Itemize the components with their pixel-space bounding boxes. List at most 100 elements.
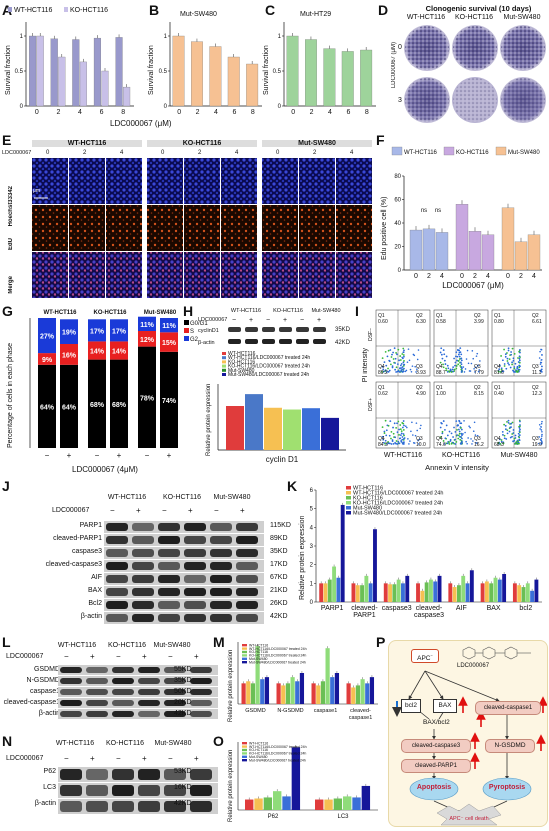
flow-event [454,355,457,358]
microscopy-tile [299,158,335,204]
flow-event [519,420,521,423]
blot-band [112,678,134,684]
e-row-merge: Merge [8,276,14,294]
flow-event [514,362,517,365]
blot-band [132,562,154,570]
survival-chart-a: 0 0.5 1 0 2 4 6 8 [15,22,134,116]
flow-event [467,437,469,439]
g-group-label: WT-HCT116 [43,310,77,316]
blot-kd: 50KD [174,688,192,695]
legend-swatch [242,748,247,752]
legend-swatch [346,491,351,495]
flow-event [444,437,447,440]
panel-label-b: B [149,2,160,18]
y-tick-label: 1 [278,34,282,40]
clono-dishes [404,25,546,123]
legend-wt-label: WT-HCT116 [14,7,52,14]
h-band-actin: β-actin [198,340,215,346]
blot-sign: − [110,506,115,515]
survival-chart-b: 0 0.5 1 0 2 4 6 8 [159,22,262,116]
blot-band [106,549,128,557]
blot-kd: 17KD [270,561,288,568]
flow-event [466,442,468,445]
blot-band-name: β-actin [80,613,102,620]
flow-event [518,361,521,364]
flow-event [472,440,474,442]
legend-label: Mut-SW480 [249,657,268,661]
flow-event [396,422,398,425]
grouped-bar [480,583,485,602]
blot-kd: 115KD [270,522,291,529]
blot-band [236,601,258,609]
y-tick-label: 3 [310,544,314,550]
grouped-bar [316,685,321,704]
legend-ko-swatch [64,7,68,12]
microscopy-tile [32,158,68,204]
x-tick-label: 0 [291,109,295,116]
flow-event [519,428,521,431]
q4-label: Q4 [436,436,443,442]
g-sign: + [117,451,122,460]
flow-event [513,367,516,370]
flow-event [518,442,520,445]
f-y-tick: 60 [394,198,401,204]
flow-event [392,358,395,360]
legend-label: Mut-SW480/LDC000067 treated 24h [249,660,306,664]
q2-label: Q2 [416,385,423,391]
grouped-bar [517,585,522,602]
x-category-label: bcl2 [519,605,532,612]
bar [115,37,123,107]
flow-event [400,441,403,443]
flow-event [448,441,450,443]
q3-label: Q3 [474,364,481,370]
bar [341,51,354,107]
flow-event [503,423,506,426]
flow-event [500,368,503,371]
pathway-diagram: APC− LDC000067 bcl2 BAX BAX/bcl2 cleaved… [388,640,548,827]
flow-event [387,424,390,427]
h-legend-swatch [222,368,226,372]
flow-event [505,367,508,370]
bar [36,35,44,107]
blot-band [112,700,134,706]
flow-event [392,426,394,429]
j-drug: LDC000067 [52,507,90,514]
x-tick-label: 4 [328,109,332,116]
flow-event [405,369,408,372]
microscopy-tile [184,205,220,251]
abc-xlabel: LDC000067 (μM) [110,119,172,128]
blot-band [158,614,180,622]
grouped-bar [295,681,300,704]
bar [29,35,37,107]
flow-event [455,367,458,370]
q1-label: Q1 [436,313,443,319]
flow-event [402,420,405,422]
flow-event [503,363,506,365]
blot-sign: − [168,754,173,763]
grouped-bar [429,579,433,602]
blot-band [210,562,232,570]
flow-event [410,370,413,373]
flow-event [512,432,515,434]
blot-band [158,588,180,596]
flow-event [416,429,419,432]
microscopy-tile [184,158,220,204]
blot-band [236,549,258,557]
flow-event [395,371,397,373]
flow-event [441,357,444,360]
flow-event [502,370,505,373]
flow-event [455,351,458,354]
bar [305,39,317,107]
g-segment [88,359,106,448]
flow-event [403,367,405,370]
legend-swatch [242,742,247,745]
flow-event [401,368,404,371]
q1-value: 0.58 [436,319,446,325]
blot-band-name: cleaved-caspase1 [3,699,60,706]
legend-swatch [242,644,247,647]
grouped-bar [340,504,345,602]
x-category-label: cleaved- [351,605,378,612]
blot-band [164,801,186,812]
flow-col-wt: WT-HCT116 [383,452,423,459]
blot-band [86,785,108,796]
